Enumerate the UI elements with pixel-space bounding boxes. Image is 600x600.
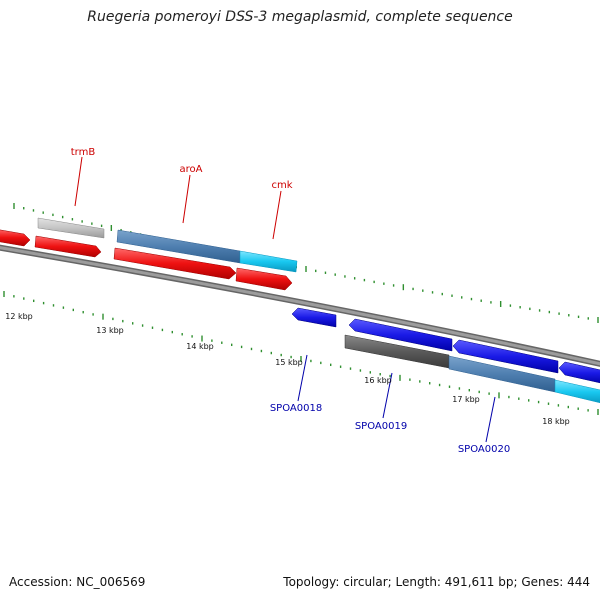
leader-line-trmB: [74, 156, 83, 207]
gene-feature-cyan-lower[interactable]: [554, 379, 600, 404]
kbp-label-13: 13 kbp: [96, 326, 124, 335]
gene-arrow-red-left[interactable]: [0, 229, 31, 247]
kbp-label-18: 18 kbp: [542, 417, 570, 426]
gene-feature-cmk[interactable]: [239, 250, 298, 273]
tick-ring-inner: [3, 291, 599, 415]
gene-label-cmk[interactable]: cmk: [271, 180, 292, 191]
gene-label-aroA[interactable]: aroA: [180, 164, 203, 175]
leader-line-aroA: [182, 174, 191, 224]
accession-text: Accession: NC_006569: [9, 575, 146, 589]
kbp-label-12: 12 kbp: [5, 312, 33, 321]
leader-line-SPOA0018: [297, 354, 308, 402]
gene-arrow-trmB[interactable]: [34, 235, 102, 258]
gene-arrow-blue-small[interactable]: [291, 307, 337, 328]
gene-arrow-SPOA0019[interactable]: [348, 318, 453, 352]
leader-line-SPOA0020: [485, 396, 496, 443]
gene-feature-gray-light[interactable]: [37, 217, 105, 239]
gene-arrow-blue-edge[interactable]: [558, 361, 600, 384]
leader-line-SPOA0019: [382, 372, 393, 419]
backbone-line: [0, 246, 600, 366]
map-title: Ruegeria pomeroyi DSS-3 megaplasmid, com…: [87, 9, 513, 25]
kbp-label-16: 16 kbp: [364, 376, 392, 385]
gene-arrow-red-short[interactable]: [235, 267, 293, 291]
gene-arrow-SPOA0020[interactable]: [452, 339, 559, 374]
kbp-label-17: 17 kbp: [452, 395, 480, 404]
kbp-label-15: 15 kbp: [275, 358, 303, 367]
leader-line-cmk: [272, 190, 282, 240]
gene-label-SPOA0020[interactable]: SPOA0020: [458, 444, 510, 455]
gene-label-SPOA0019[interactable]: SPOA0019: [355, 421, 407, 432]
kbp-label-14: 14 kbp: [186, 342, 214, 351]
summary-text: Topology: circular; Length: 491,611 bp; …: [283, 575, 590, 589]
gene-arrow-red-long[interactable]: [113, 247, 237, 280]
gene-label-SPOA0018[interactable]: SPOA0018: [270, 403, 322, 414]
gene-label-trmB[interactable]: trmB: [71, 147, 96, 158]
